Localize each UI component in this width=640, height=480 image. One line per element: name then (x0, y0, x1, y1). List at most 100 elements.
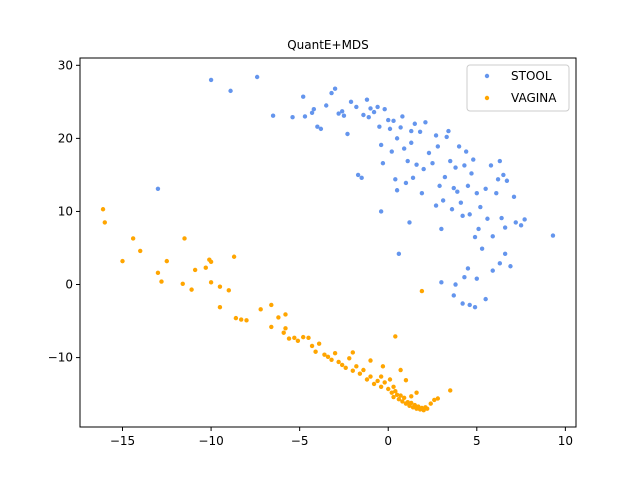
y-tick-label: 30 (58, 58, 73, 72)
point-stool-100 (550, 233, 556, 238)
point-stool-29 (377, 124, 382, 129)
point-vagina-89 (368, 358, 373, 363)
point-stool-47 (409, 128, 414, 134)
point-vagina-61 (396, 397, 402, 402)
point-vagina-56 (387, 377, 393, 382)
point-stool-49 (412, 121, 417, 126)
point-stool-35 (387, 126, 393, 132)
point-stool-77 (469, 171, 474, 176)
point-stool-62 (442, 174, 448, 180)
point-stool-32 (378, 209, 384, 214)
point-stool-93 (502, 225, 508, 230)
point-stool-56 (430, 161, 435, 166)
point-vagina-20 (233, 315, 239, 321)
point-stool-99 (522, 217, 527, 222)
point-vagina-18 (226, 288, 231, 293)
point-stool-68 (453, 165, 458, 170)
point-stool-12 (324, 103, 329, 108)
point-stool-84 (483, 186, 488, 191)
point-stool-85 (485, 216, 490, 221)
point-vagina-91 (378, 374, 384, 379)
point-vagina-28 (283, 312, 288, 317)
point-vagina-54 (382, 380, 387, 385)
point-stool-74 (463, 149, 469, 154)
points-layer (100, 74, 556, 413)
point-stool-18 (345, 131, 350, 137)
point-stool-31 (380, 161, 386, 166)
x-tick-label: −10 (198, 434, 223, 448)
point-stool-101 (439, 280, 444, 285)
point-vagina-63 (400, 399, 405, 404)
point-stool-17 (341, 113, 347, 118)
point-stool-52 (419, 190, 425, 196)
y-tick-label: 10 (58, 204, 73, 218)
point-vagina-58 (391, 394, 396, 400)
point-vagina-92 (391, 384, 396, 390)
point-stool-92 (501, 172, 506, 178)
legend-marker-stool (484, 73, 490, 79)
point-vagina-27 (281, 330, 286, 335)
point-stool-104 (467, 302, 472, 308)
point-stool-108 (490, 268, 495, 273)
point-stool-94 (504, 178, 510, 183)
point-vagina-62 (398, 393, 403, 398)
point-stool-34 (386, 117, 391, 123)
point-vagina-40 (332, 351, 338, 356)
legend-label-stool: STOOL (511, 69, 552, 83)
point-stool-88 (494, 190, 499, 196)
point-stool-65 (448, 158, 453, 164)
point-stool-20 (354, 104, 359, 110)
point-vagina-55 (386, 386, 391, 392)
point-vagina-79 (432, 397, 437, 403)
point-vagina-15 (208, 280, 214, 285)
point-vagina-0 (100, 207, 106, 212)
point-vagina-38 (325, 354, 331, 360)
point-stool-10 (315, 124, 320, 129)
point-vagina-86 (419, 288, 425, 294)
point-vagina-42 (339, 362, 345, 368)
point-stool-6 (301, 94, 306, 99)
point-stool-40 (396, 251, 402, 257)
point-stool-73 (462, 163, 467, 168)
point-stool-66 (449, 207, 455, 212)
point-stool-14 (332, 86, 338, 91)
point-vagina-36 (316, 341, 322, 346)
point-vagina-77 (425, 406, 430, 411)
point-vagina-90 (283, 326, 288, 331)
point-stool-82 (478, 204, 483, 210)
x-tick-label: −15 (110, 434, 135, 448)
point-vagina-60 (394, 392, 400, 398)
point-vagina-14 (208, 259, 214, 265)
point-stool-70 (456, 144, 462, 149)
point-vagina-10 (189, 287, 194, 292)
point-stool-21 (355, 172, 361, 178)
point-stool-41 (398, 125, 403, 130)
point-stool-58 (435, 144, 441, 149)
point-stool-98 (518, 223, 524, 228)
point-stool-42 (400, 114, 405, 119)
point-stool-71 (458, 200, 464, 205)
point-stool-59 (437, 183, 442, 189)
point-vagina-45 (350, 368, 355, 373)
point-vagina-59 (393, 389, 398, 394)
point-vagina-70 (412, 402, 417, 408)
point-stool-61 (440, 198, 446, 203)
x-axis: −15 −10 −5 0 5 10 (110, 427, 573, 448)
point-stool-57 (433, 203, 439, 208)
point-stool-1 (254, 74, 260, 80)
point-vagina-16 (217, 284, 223, 289)
point-stool-3 (270, 113, 276, 118)
point-stool-50 (414, 162, 419, 167)
point-stool-22 (359, 175, 364, 181)
point-vagina-34 (309, 343, 315, 349)
point-stool-116 (394, 136, 400, 141)
point-stool-80 (474, 190, 479, 196)
point-stool-67 (451, 185, 456, 191)
point-stool-27 (371, 109, 377, 115)
point-stool-28 (375, 104, 380, 110)
point-stool-103 (460, 301, 465, 306)
point-vagina-12 (203, 265, 208, 270)
point-stool-2 (228, 88, 233, 94)
point-vagina-11 (192, 267, 198, 273)
